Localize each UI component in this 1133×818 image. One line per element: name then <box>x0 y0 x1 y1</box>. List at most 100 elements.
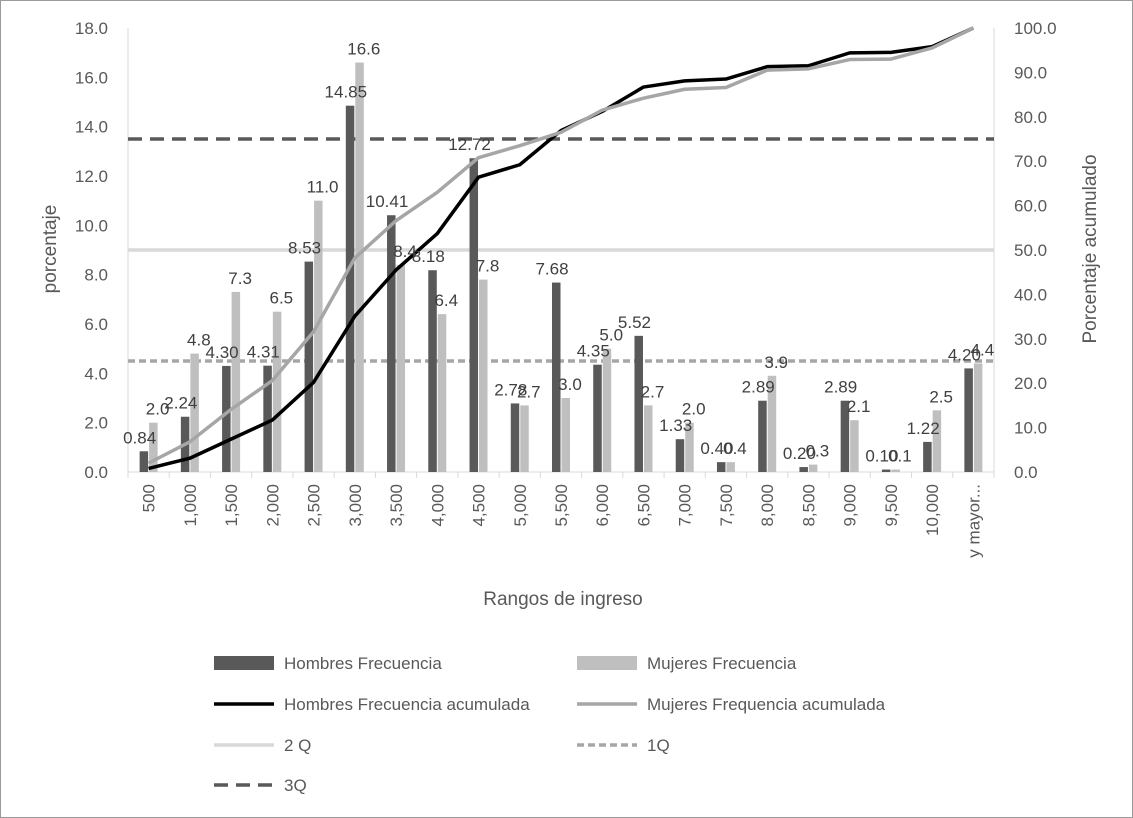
mujeres-bar <box>643 405 653 472</box>
mujeres-bar <box>149 422 158 472</box>
hombres-data-label: 8.18 <box>412 247 445 266</box>
mujeres-bar <box>231 291 241 472</box>
mujeres-data-label: 2.7 <box>641 382 665 401</box>
mujeres-data-label: 11.0 <box>307 178 339 197</box>
x-tick-label: 4,000 <box>428 484 447 527</box>
x-tick-label: 500 <box>140 484 159 512</box>
hombres-bar <box>881 469 891 472</box>
legend-item: Mujeres Frequencia acumulada <box>577 695 886 714</box>
x-tick-label: 3,500 <box>387 484 406 527</box>
hombres-data-label: 4.35 <box>577 342 610 361</box>
mujeres-data-label: 4.4 <box>971 340 995 359</box>
hombres-bar <box>304 261 314 472</box>
bars-layer <box>139 62 983 473</box>
mujeres-data-label: 3.0 <box>558 375 582 394</box>
hombres-data-label: 0.40 <box>700 439 733 458</box>
legend: Hombres Frecuencia Mujeres Frecuencia Homb… <box>214 654 886 795</box>
x-tick-label: 7,500 <box>717 484 736 527</box>
x-tick-label: 9,000 <box>841 484 860 527</box>
mujeres-bar <box>685 422 694 472</box>
cumulative-lines-layer <box>147 26 975 471</box>
y-tick-label: 2.0 <box>84 414 108 433</box>
hombres-data-label: 2.89 <box>824 378 857 397</box>
mujeres-data-label: 2.5 <box>929 387 953 406</box>
hombres-data-label: 10.41 <box>366 192 409 211</box>
hombres-data-label: 2.89 <box>742 378 775 397</box>
y2-tick-label: 50.0 <box>1014 241 1047 260</box>
legend-swatch <box>577 656 637 670</box>
mujeres-bar <box>520 405 529 472</box>
legend-label: 1Q <box>647 736 670 755</box>
mujeres-bar <box>808 464 818 472</box>
mujeres-bar <box>396 264 406 472</box>
mujeres-bar <box>602 348 612 472</box>
hombres-bar <box>428 270 437 472</box>
x-tick-label: 8,500 <box>799 484 818 527</box>
y2-tick-label: 100.0 <box>1014 19 1057 38</box>
mujeres-bar <box>437 314 447 472</box>
y-tick-label: 8.0 <box>84 266 108 285</box>
hombres-data-label: 1.22 <box>907 419 940 438</box>
x-tick-label: 5,500 <box>552 484 571 527</box>
legend-swatch <box>214 656 274 670</box>
legend-label: Mujeres Frecuencia <box>647 654 797 673</box>
mujeres-data-label: 0.4 <box>723 439 747 458</box>
y-tick-label: 14.0 <box>75 118 108 137</box>
mujeres-data-label: 0.3 <box>806 442 830 461</box>
hombres-data-label: 4.31 <box>247 343 280 362</box>
y-tick-label: 12.0 <box>75 167 108 186</box>
hombres-data-label: 1.33 <box>659 416 692 435</box>
hombres-bar <box>469 158 479 473</box>
hombres-data-label: 2.24 <box>164 394 197 413</box>
hombres-data-label: 14.85 <box>325 83 368 102</box>
hombres-bar <box>345 105 355 472</box>
legend-label: 2 Q <box>284 736 311 755</box>
mujeres-data-label: 2.1 <box>847 397 871 416</box>
hombres-bar <box>510 403 520 472</box>
y2-tick-label: 90.0 <box>1014 63 1047 82</box>
mujeres-cumulative-line <box>147 26 975 465</box>
y-tick-label: 6.0 <box>84 315 108 334</box>
y2-tick-label: 0.0 <box>1014 463 1038 482</box>
hombres-bar <box>675 439 685 472</box>
x-tick-label: 1,500 <box>222 484 241 527</box>
mujeres-bar <box>272 311 282 472</box>
hombres-data-label: 0.84 <box>123 428 156 447</box>
y-tick-label: 0.0 <box>84 463 108 482</box>
axes-layer: 0.0 2.0 4.0 6.0 8.0 10.0 12.0 14.0 16.0 18.0 0.0 10… <box>75 19 1057 558</box>
mujeres-bar <box>973 363 983 472</box>
y2-tick-label: 40.0 <box>1014 285 1047 304</box>
hombres-bar <box>387 215 396 472</box>
y2-tick-label: 20.0 <box>1014 374 1047 393</box>
mujeres-data-label: 6.5 <box>270 289 294 308</box>
legend-label: Hombres Frecuencia <box>284 654 442 673</box>
y2-tick-label: 10.0 <box>1014 419 1047 438</box>
hombres-data-label: 4.30 <box>206 343 239 362</box>
hombres-data-label: 12.72 <box>448 135 491 154</box>
x-tick-label: 6,000 <box>593 484 612 527</box>
x-tick-label: 2,000 <box>263 484 282 527</box>
mujeres-bar <box>190 353 199 472</box>
mujeres-bar <box>932 410 942 472</box>
mujeres-data-label: 2.7 <box>517 382 541 401</box>
x-tick-label: 1,000 <box>181 484 200 527</box>
mujeres-data-label: 6.4 <box>434 291 458 310</box>
y2-tick-label: 70.0 <box>1014 152 1047 171</box>
mujeres-bar <box>561 398 570 472</box>
legend-item: Hombres Frecuencia acumulada <box>214 695 530 714</box>
mujeres-data-label: 16.6 <box>347 40 380 59</box>
legend-label: Mujeres Frequencia acumulada <box>647 695 886 714</box>
x-tick-label: y mayor... <box>964 484 983 558</box>
x-tick-label: 10,000 <box>923 484 942 536</box>
x-tick-label: 4,500 <box>470 484 489 527</box>
mujeres-data-label: 5.0 <box>599 326 623 345</box>
hombres-bar <box>263 365 272 472</box>
mujeres-data-label: 4.8 <box>187 331 211 350</box>
hombres-bar <box>634 335 643 472</box>
hombres-data-label: 2.78 <box>494 380 527 399</box>
x-tick-label: 6,500 <box>634 484 653 527</box>
mujeres-bar <box>850 420 859 472</box>
x-tick-label: 3,000 <box>346 484 365 527</box>
